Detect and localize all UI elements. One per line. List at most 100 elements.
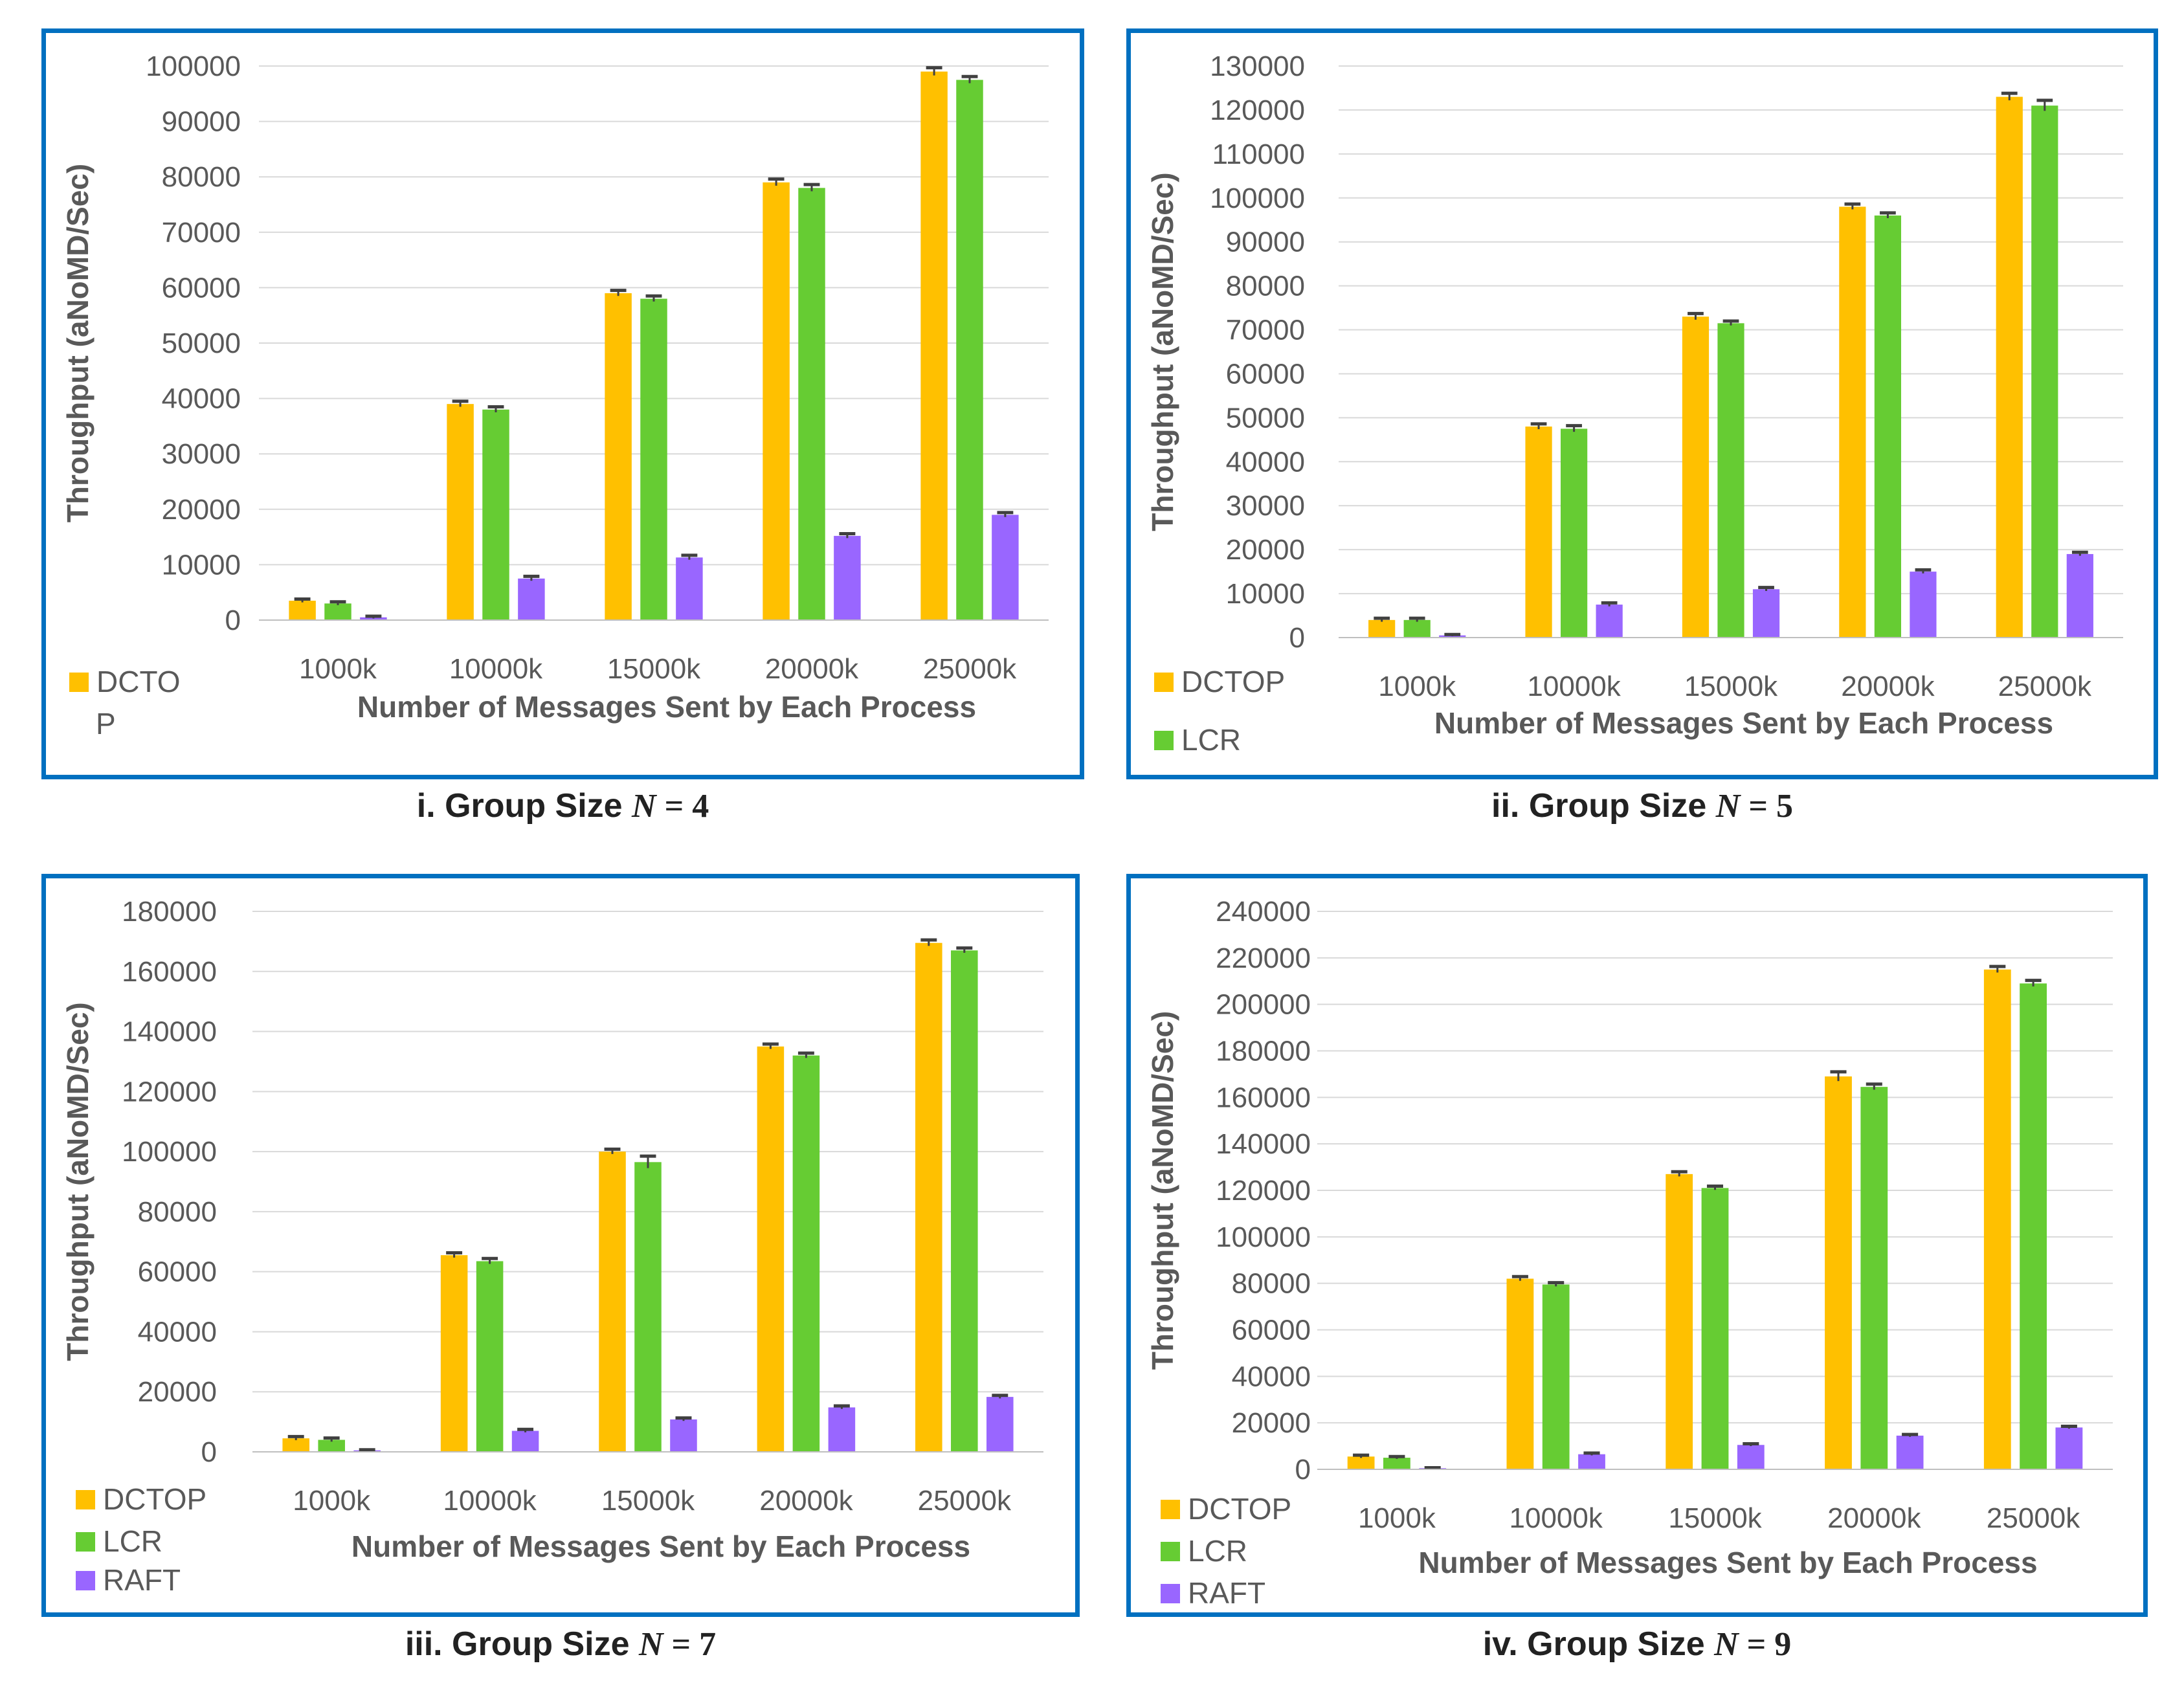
x-tick-label: 15000k [601, 1485, 695, 1517]
bar-lcr [1383, 1458, 1410, 1469]
bar-raft [1896, 1435, 1924, 1469]
legend-label: DCTOP [103, 1482, 206, 1516]
bar-lcr [1717, 323, 1744, 638]
bar-raft [518, 578, 545, 620]
y-tick-label: 30000 [1226, 490, 1305, 522]
x-tick-label: 25000k [1998, 671, 2092, 702]
chart-caption: iv. Group Size N = 9 [1126, 1625, 2148, 1664]
caption-variable: N [632, 788, 656, 825]
bar-dctop [1996, 96, 2023, 638]
bar-lcr [798, 188, 825, 620]
y-tick-label: 180000 [122, 896, 217, 928]
bar-raft [1596, 605, 1623, 638]
bar-lcr [482, 409, 509, 620]
x-tick-label: 1000k [1378, 671, 1456, 702]
bar-dctop [1983, 969, 2011, 1469]
y-tick-label: 80000 [1226, 271, 1305, 302]
caption-value: = 9 [1738, 1626, 1792, 1663]
y-tick-label: 10000 [162, 549, 241, 581]
bar-raft [2066, 553, 2093, 638]
y-tick-label: 240000 [1216, 896, 1311, 928]
caption-prefix: ii. Group Size [1491, 787, 1716, 825]
caption-variable: N [1715, 788, 1741, 825]
bar-lcr [634, 1162, 662, 1452]
y-tick-label: 40000 [162, 383, 241, 415]
bar-lcr [476, 1261, 504, 1452]
bar-dctop [289, 601, 316, 620]
x-tick-label: 15000k [1668, 1502, 1762, 1534]
bar-dctop [1525, 426, 1552, 638]
bar-dctop [1839, 206, 1866, 638]
x-tick-label: 20000k [1841, 671, 1935, 702]
legend-swatch-lcr [1154, 731, 1174, 750]
bar-raft [834, 535, 861, 620]
y-axis-title: Throughput (aNoMD/Sec) [61, 1002, 95, 1361]
y-tick-label: 80000 [162, 161, 241, 193]
y-tick-label: 120000 [1216, 1175, 1311, 1207]
legend-label: DCTOP [1181, 665, 1285, 698]
legend-swatch-dctop [1154, 673, 1174, 692]
x-tick-label: 10000k [443, 1485, 537, 1517]
y-tick-label: 40000 [1226, 446, 1305, 478]
bar-dctop [757, 1046, 785, 1452]
caption-variable: N [638, 1626, 663, 1663]
y-tick-label: 60000 [1226, 358, 1305, 390]
y-tick-label: 40000 [138, 1316, 217, 1348]
bar-lcr [640, 298, 667, 620]
x-tick-label: 15000k [1684, 671, 1778, 702]
x-tick-label: 20000k [765, 653, 859, 685]
y-tick-label: 180000 [1216, 1036, 1311, 1067]
caption-value: = 7 [663, 1626, 717, 1663]
bar-dctop [282, 1438, 309, 1452]
caption-prefix: iii. Group Size [405, 1625, 639, 1663]
bar-lcr [956, 80, 983, 620]
y-tick-label: 0 [1289, 622, 1305, 654]
x-axis-title: Number of Messages Sent by Each Process [357, 690, 976, 724]
y-tick-label: 20000 [162, 494, 241, 526]
bar-lcr [1874, 215, 1902, 638]
legend-label: LCR [1181, 723, 1241, 757]
legend-swatch-dctop [69, 673, 89, 692]
bar-dctop [605, 293, 632, 620]
caption-value: = 4 [656, 788, 709, 825]
legend-swatch-lcr [1161, 1542, 1180, 1561]
caption-value: = 5 [1740, 788, 1793, 825]
y-tick-label: 20000 [1232, 1407, 1311, 1439]
bar-dctop [440, 1255, 468, 1452]
y-tick-label: 10000 [1226, 578, 1305, 610]
bar-raft [1578, 1454, 1605, 1469]
bar-lcr [1542, 1284, 1570, 1469]
bar-lcr [1560, 429, 1588, 638]
caption-variable: N [1714, 1626, 1739, 1663]
x-tick-label: 25000k [923, 653, 1017, 685]
y-tick-label: 80000 [138, 1196, 217, 1228]
bar-raft [986, 1397, 1014, 1452]
y-tick-label: 20000 [1226, 534, 1305, 566]
legend-label: P [96, 707, 116, 740]
y-tick-label: 100000 [146, 50, 241, 82]
y-tick-label: 130000 [1210, 50, 1305, 82]
bar-raft [676, 557, 703, 620]
x-axis-title: Number of Messages Sent by Each Process [351, 1530, 970, 1563]
bar-dctop [1368, 619, 1396, 638]
legend-label: LCR [103, 1524, 162, 1558]
y-tick-label: 0 [225, 605, 241, 636]
y-tick-label: 90000 [162, 106, 241, 138]
bar-lcr [951, 950, 978, 1452]
chart-caption: i. Group Size N = 4 [41, 786, 1084, 825]
bar-raft [670, 1419, 697, 1452]
bar-lcr [2031, 106, 2058, 638]
legend-label: RAFT [103, 1563, 181, 1597]
y-tick-label: 200000 [1216, 989, 1311, 1021]
legend-swatch-lcr [76, 1532, 95, 1552]
y-tick-label: 50000 [1226, 402, 1305, 434]
y-tick-label: 120000 [122, 1076, 217, 1108]
legend-swatch-raft [76, 1571, 95, 1590]
y-tick-label: 80000 [1232, 1268, 1311, 1300]
bar-dctop [1825, 1076, 1852, 1469]
